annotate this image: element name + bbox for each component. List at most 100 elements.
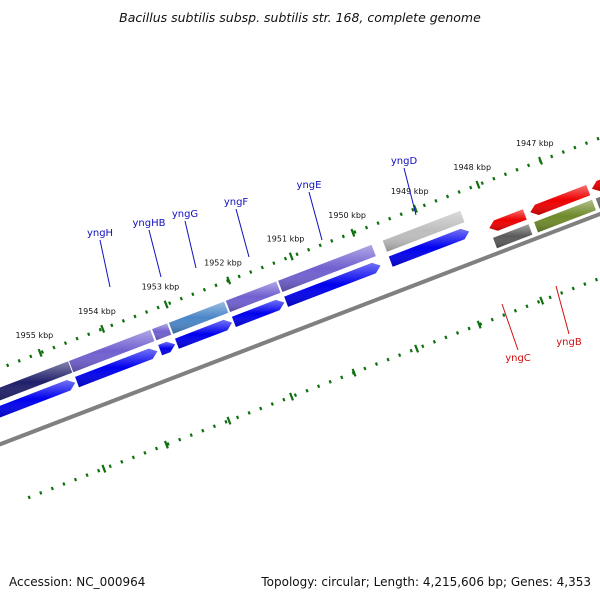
- scale-dot: [121, 318, 126, 323]
- scale-dot: [432, 339, 436, 344]
- scale-dot: [583, 282, 587, 286]
- scale-dot: [550, 154, 554, 159]
- major-tick-lower: [414, 344, 420, 353]
- scale-dot: [399, 212, 403, 217]
- scale-dot: [363, 366, 367, 371]
- leader-line-yngD: [403, 167, 417, 216]
- scale-dot: [17, 358, 21, 363]
- scale-dot: [143, 451, 147, 455]
- scale-dot: [87, 332, 91, 337]
- gene-label-yngG: yngG: [172, 209, 198, 220]
- scale-label: 1948 kbp: [453, 163, 491, 172]
- gene-bar-minus-0: [493, 224, 533, 249]
- major-tick: [37, 348, 43, 357]
- gene-bar-plus-4-shade: [225, 281, 281, 312]
- gene-bar-plus-4: [225, 281, 281, 312]
- scale-dot: [457, 190, 461, 194]
- backbone-line: [0, 211, 600, 447]
- scale-dot: [133, 314, 137, 319]
- scale-label: 1947 kbp: [516, 139, 554, 148]
- scale-dot: [178, 437, 182, 442]
- major-tick: [163, 300, 169, 309]
- scale-dot: [179, 296, 183, 301]
- scale-dot: [73, 477, 78, 482]
- scale-dot: [235, 415, 240, 420]
- scale-dot: [467, 326, 471, 331]
- major-tick: [475, 180, 481, 189]
- scale-dot: [98, 327, 102, 332]
- major-tick-lower: [476, 320, 482, 329]
- scale-dot: [131, 455, 135, 460]
- labels: 1955 kbp 1954 kbp 1953 kbp 1952 kbp 1951 kbp…: [16, 139, 582, 364]
- scale-dot: [212, 424, 217, 429]
- gene-bar-plus-1: [69, 329, 155, 373]
- scale-dot: [469, 185, 473, 190]
- scale-dot: [166, 442, 170, 446]
- scale-dot: [376, 221, 380, 225]
- cds-arrow-plus-1: [75, 348, 158, 388]
- scale-dot: [386, 357, 390, 362]
- scale-dot: [364, 225, 369, 230]
- major-tick-lower: [539, 296, 545, 305]
- scale-dot: [110, 323, 114, 328]
- cds-arrow-plus-5-shade: [284, 262, 381, 307]
- scale-dot: [249, 270, 253, 274]
- leader-line-yngE: [308, 191, 323, 241]
- gene-bar-plus-0: [0, 361, 73, 401]
- scale-dot: [548, 295, 552, 300]
- scale-dot: [411, 207, 415, 212]
- accession-text: Accession: NC_000964: [9, 575, 146, 589]
- gene-bar-plus-5-shade: [278, 244, 376, 292]
- scale-dot: [445, 194, 450, 199]
- scale-dot: [108, 464, 112, 469]
- gene-bar-minus-2-shade: [595, 196, 600, 209]
- gene-bar-minus-1: [534, 199, 596, 233]
- cds-arrow-plus-2: [158, 341, 176, 356]
- scale-dot: [270, 402, 274, 406]
- scale-dot: [584, 141, 589, 146]
- cds-arrow-plus-6: [388, 228, 470, 267]
- scale-dot: [260, 265, 264, 270]
- gene-bar-plus-1-shade: [69, 329, 155, 373]
- scale-dot: [156, 305, 160, 310]
- gene-label-yngH: yngH: [87, 228, 113, 239]
- scale-dot: [388, 216, 392, 221]
- scale-dot: [40, 350, 44, 354]
- scale-dot: [502, 313, 506, 318]
- scale-dot: [293, 393, 298, 398]
- scale-dot: [154, 446, 159, 451]
- gene-bar-plus-6: [382, 210, 465, 252]
- scale-dot: [214, 283, 218, 288]
- gene-label-yngF: yngF: [224, 197, 249, 208]
- cds-arrow-minus-2-shade: [591, 179, 600, 192]
- scale-dot: [6, 363, 10, 368]
- scale-label: 1953 kbp: [142, 283, 180, 292]
- scale-dot: [283, 256, 288, 261]
- major-tick: [350, 228, 356, 237]
- scale-dot: [50, 486, 54, 491]
- scale-dot: [353, 230, 357, 234]
- leader-line-yngH: [99, 239, 111, 288]
- major-tick-lower: [101, 464, 107, 473]
- gene-bar-plus-6-shade: [382, 210, 465, 252]
- scale-dot: [374, 362, 379, 366]
- cds-arrow-minus-0: [489, 209, 527, 231]
- genome-summary-text: Topology: circular; Length: 4,215,606 bp…: [261, 575, 591, 589]
- major-tick: [538, 156, 543, 165]
- gene-bar-plus-5: [278, 244, 376, 292]
- scale-dot: [272, 261, 276, 265]
- cds-arrow-plus-0: [0, 380, 76, 418]
- major-tick-lower: [351, 368, 357, 377]
- leader-line-yngG: [184, 220, 197, 269]
- scale-dot: [479, 322, 483, 326]
- major-tick-lower: [163, 440, 169, 449]
- scale-label: 1950 kbp: [328, 211, 366, 220]
- cds-arrow-plus-0-shade: [0, 380, 76, 418]
- cds-arrow-minus-1: [530, 185, 591, 215]
- scale-label: 1955 kbp: [16, 331, 54, 340]
- scale-dot: [434, 198, 438, 203]
- scale-dot: [295, 252, 299, 257]
- scale-dot: [62, 482, 66, 486]
- scale-dot: [282, 397, 286, 402]
